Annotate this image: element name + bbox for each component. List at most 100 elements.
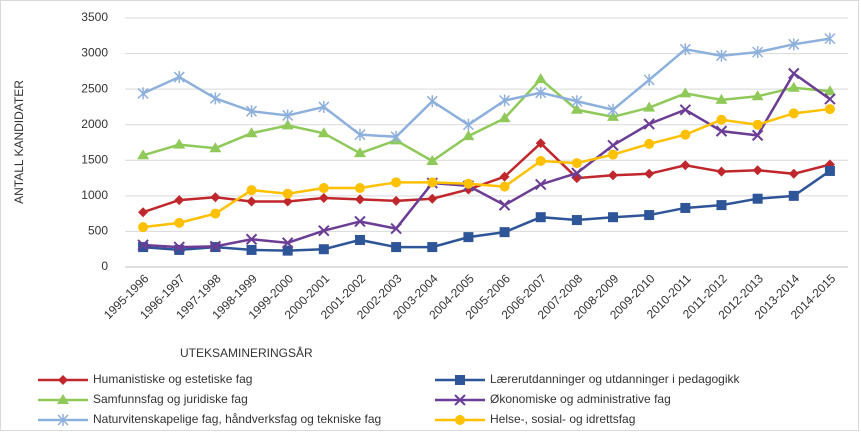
data-point	[426, 95, 438, 108]
data-point	[788, 168, 799, 179]
legend-marker	[57, 394, 69, 404]
data-point	[571, 158, 582, 169]
data-point	[138, 222, 149, 233]
data-point	[788, 38, 800, 51]
data-point	[787, 81, 800, 92]
y-tick-label: 1000	[81, 188, 108, 202]
legend-label: Naturvitenskapelige fag, håndverksfag og…	[93, 412, 381, 426]
legend-label: Humanistiske og estetiske fag	[93, 372, 252, 386]
data-point	[535, 138, 546, 149]
data-point	[643, 73, 655, 86]
data-point	[644, 210, 655, 221]
data-point	[788, 190, 799, 201]
data-point	[209, 92, 221, 105]
y-tick-label: 0	[101, 259, 108, 273]
x-axis-label: UTEKSAMINERINGSÅR	[180, 345, 313, 360]
data-point	[752, 165, 763, 176]
y-axis-label: ANTALL KANDIDATER	[12, 80, 26, 204]
data-point	[679, 87, 692, 98]
data-point	[716, 166, 727, 177]
data-point	[281, 119, 294, 130]
data-point	[209, 142, 222, 153]
data-point	[498, 112, 511, 123]
data-point	[281, 237, 294, 249]
data-point	[499, 181, 510, 192]
legend-marker	[57, 414, 69, 426]
legend-label: Samfunnsfag og juridiske fag	[93, 392, 248, 406]
data-point	[680, 202, 691, 213]
data-point	[535, 86, 547, 99]
data-point	[427, 193, 438, 204]
data-point	[354, 215, 366, 228]
data-point	[716, 200, 727, 211]
legend-marker	[455, 375, 465, 385]
data-point	[824, 165, 835, 176]
data-point	[680, 129, 691, 140]
data-point	[499, 227, 510, 238]
series-line	[142, 107, 831, 229]
data-point	[210, 192, 221, 203]
data-point	[751, 129, 764, 142]
data-point	[463, 232, 474, 243]
data-point	[788, 108, 799, 119]
data-point	[391, 242, 402, 253]
data-point	[571, 215, 582, 226]
legend-marker	[454, 394, 466, 406]
data-point	[282, 188, 293, 199]
data-point	[137, 149, 150, 160]
data-point	[607, 110, 620, 121]
data-point	[823, 85, 836, 96]
data-point	[752, 193, 763, 204]
y-tick-label: 3500	[81, 10, 108, 24]
data-point	[499, 94, 511, 107]
data-point	[426, 154, 439, 165]
data-point	[608, 170, 619, 181]
data-point	[535, 155, 546, 166]
data-point	[824, 93, 836, 105]
data-point	[354, 128, 366, 141]
data-point	[608, 149, 619, 160]
y-tick-label: 2500	[81, 81, 108, 95]
data-point	[644, 138, 655, 149]
data-point	[643, 101, 656, 112]
data-point	[138, 207, 149, 218]
data-point	[427, 242, 438, 253]
data-point	[463, 178, 474, 189]
data-point	[209, 240, 222, 253]
data-point	[752, 119, 763, 130]
data-point	[824, 104, 835, 115]
data-point	[716, 114, 727, 125]
data-point	[608, 212, 619, 223]
series-line	[143, 71, 831, 249]
data-point	[138, 242, 149, 253]
data-point	[173, 138, 186, 149]
series-line	[142, 37, 831, 139]
data-point	[571, 167, 583, 179]
data-point	[679, 104, 692, 116]
y-tick-label: 500	[88, 224, 108, 238]
data-point	[570, 103, 583, 114]
data-point	[752, 46, 764, 59]
data-point	[246, 244, 257, 255]
legend-label: Lærerutdanninger og utdanninger i pedago…	[490, 372, 741, 386]
data-point	[390, 130, 402, 143]
legend-marker	[58, 375, 68, 385]
data-point	[607, 139, 619, 152]
data-point	[571, 95, 583, 108]
data-point	[499, 171, 510, 182]
data-point	[715, 125, 728, 137]
data-point	[644, 168, 655, 179]
data-point	[137, 239, 149, 251]
data-point	[137, 87, 149, 100]
data-point	[680, 160, 691, 171]
legend-label: Økonomiske og administrative fag	[490, 392, 671, 406]
data-point	[282, 245, 293, 256]
data-point	[318, 244, 329, 255]
y-tick-label: 1500	[81, 152, 108, 166]
data-point	[318, 183, 329, 194]
data-point	[607, 103, 619, 116]
data-point	[317, 127, 330, 138]
y-tick-label: 2000	[81, 117, 108, 131]
